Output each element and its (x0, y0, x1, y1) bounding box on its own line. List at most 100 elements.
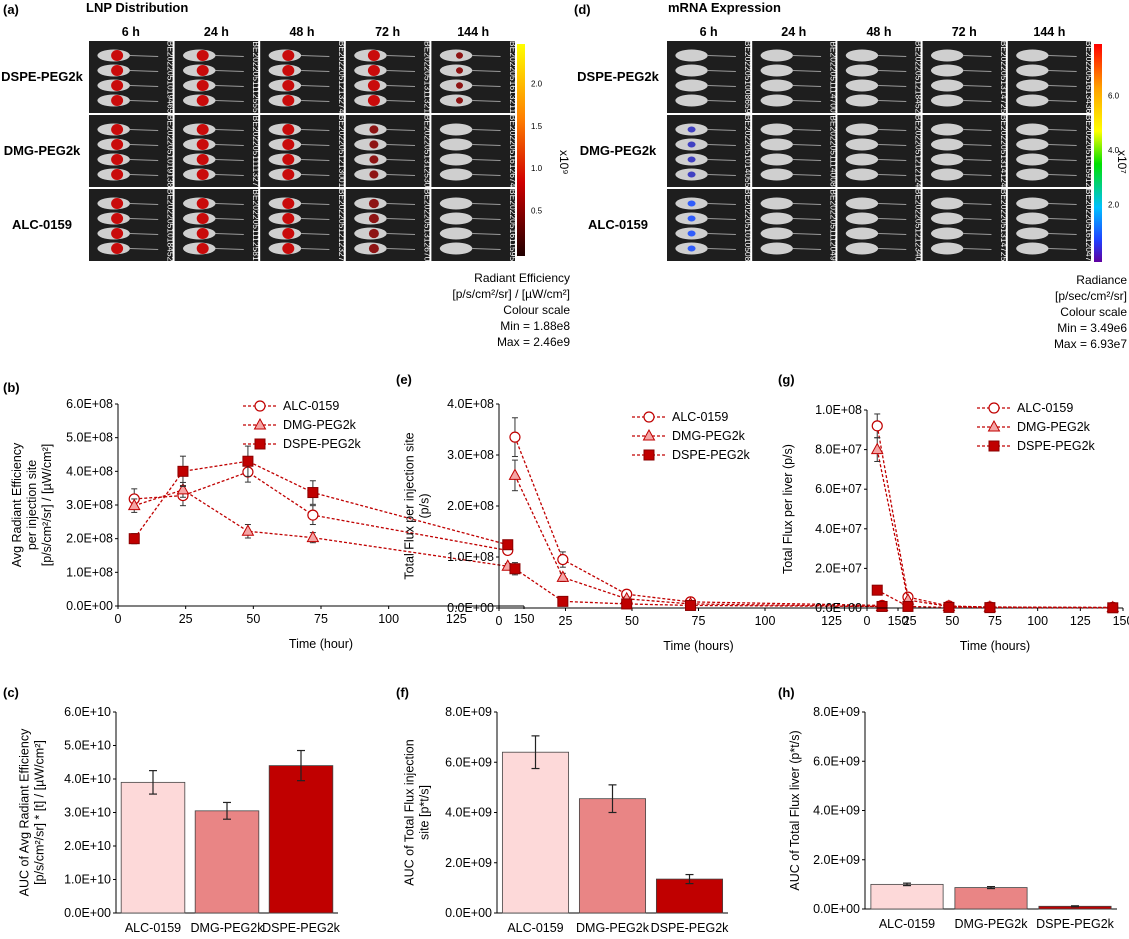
chart-f-bar-dspe-peg2k (655, 878, 724, 914)
chart-b-series-dmg-peg2k: DMG-PEG2k (127, 417, 515, 571)
d-image-id: BE2022051615912 (1084, 115, 1094, 188)
mouse-tail (792, 129, 822, 131)
mouse-tail (386, 218, 416, 220)
chart-g-legend-marker (988, 440, 1000, 452)
panel-a-colorbar (517, 44, 525, 256)
mouse-body (760, 197, 793, 210)
mouse-body (930, 153, 964, 166)
mouse-tail (878, 55, 907, 57)
chart-b-data-point (502, 539, 514, 551)
d-image-id: BE2022051010508 (743, 189, 753, 262)
d-image-id: BE2022051114008 (828, 115, 838, 187)
a-image-id: BE2022051213001 (337, 115, 347, 188)
chart-g-legend-marker (988, 402, 1000, 414)
chart-b-data-point (127, 498, 141, 511)
mouse-tail (472, 129, 501, 131)
mouse-tail (472, 159, 501, 161)
a-scale-text: [p/s/cm²/sr] / [µW/cm²] (452, 287, 570, 301)
signal-spot (196, 139, 209, 150)
mouse-body (1016, 197, 1049, 210)
mouse-tail (1048, 203, 1077, 205)
signal-spot (369, 155, 379, 164)
mouse-tail (301, 248, 330, 250)
chart-c-y-axis-label: [p/s/cm²/sr] * [t] / [µW/cm²] (33, 740, 47, 885)
mouse-body (845, 168, 879, 181)
mouse-body (930, 212, 964, 225)
signal-spot (196, 80, 209, 91)
chart-e-y-tick-label: 2.0E+08 (447, 499, 494, 513)
chart-b-x-tick-label: 150 (514, 612, 535, 626)
signal-spot (196, 95, 209, 106)
a-image-cell: BE2022051613211 (431, 41, 518, 113)
d-image-cell: BE2022051218452 (837, 41, 924, 114)
d-image-cell: BE2022051212340 (837, 189, 924, 262)
a-scale-text: Colour scale (503, 303, 570, 317)
chart-f-y-tick-label: 2.0E+09 (445, 856, 492, 870)
mouse-tail (707, 100, 736, 102)
a-image-id: BE2022051612674 (508, 115, 518, 188)
mouse-tail (963, 174, 992, 176)
a-column-header: 144 h (457, 25, 489, 39)
chart-f-y-axis-label: site [p*t/s] (418, 785, 432, 840)
mouse-body (845, 94, 879, 107)
mouse-tail (472, 70, 501, 72)
mouse-tail (878, 218, 907, 220)
mouse-tail (472, 144, 501, 146)
mouse-tail (472, 233, 501, 235)
signal-spot (368, 213, 379, 224)
a-colorbar-tick: 1.0 (531, 164, 543, 173)
mouse-body (760, 153, 793, 166)
signal-spot (282, 95, 295, 106)
chart-b-data-point (177, 465, 189, 477)
mouse-tail (792, 55, 822, 57)
mouse-tail (963, 144, 992, 146)
chart-e-data-point (557, 595, 569, 607)
signal-spot (111, 80, 124, 91)
mouse-tail (878, 233, 907, 235)
d-colorbar-tick: 2.0 (1108, 201, 1120, 210)
chart-b-y-tick-label: 5.0E+08 (66, 431, 113, 445)
mouse-body (760, 168, 793, 181)
chart-e-legend-label: ALC-0159 (672, 410, 728, 424)
mouse-tail (878, 144, 907, 146)
mouse-tail (707, 129, 736, 131)
mouse-body (930, 64, 964, 77)
mouse-tail (129, 248, 159, 250)
chart-c-category-label: DSPE-PEG2k (262, 921, 341, 935)
chart-e-data-point (556, 570, 570, 582)
a-image-cell: BE2022051018452 (89, 189, 176, 262)
signal-spot (687, 141, 696, 148)
chart-h-y-tick-label: 2.0E+09 (813, 853, 860, 867)
mouse-tail (301, 144, 330, 146)
mouse-tail (215, 174, 244, 176)
chart-g-x-tick-label: 125 (1070, 614, 1091, 628)
mouse-tail (963, 159, 992, 161)
mouse-tail (386, 203, 416, 205)
signal-spot (687, 215, 696, 222)
chart-g-legend-label: DMG-PEG2k (1017, 420, 1091, 434)
chart-b-data-point (128, 533, 140, 545)
mouse-tail (129, 129, 159, 131)
mouse-tail (792, 70, 822, 72)
chart-c-y-axis-label: AUC of Avg Radiant Efficiency (18, 728, 32, 896)
signal-spot (111, 228, 124, 239)
mouse-body (845, 197, 879, 210)
signal-spot (111, 139, 124, 150)
chart-b-y-tick-label: 6.0E+08 (66, 397, 113, 411)
chart-f-y-tick-label: 0.0E+00 (445, 906, 492, 920)
mouse-tail (963, 100, 992, 102)
chart-g-y-tick-label: 2.0E+07 (815, 561, 862, 575)
a-colorbar-tick: 0.5 (531, 207, 543, 216)
d-image-cell: BE2022051613436 (1007, 41, 1094, 114)
mouse-tail (386, 70, 416, 72)
signal-spot (196, 65, 209, 76)
chart-h-auc-flux-liver: 0.0E+00 2.0E+09 4.0E+09 6.0E+09 8.0E+09 AUC o… (788, 705, 1117, 931)
a-image-id: BE2022051312670 (422, 189, 432, 262)
signal-spot (196, 50, 209, 61)
mouse-body (845, 242, 879, 255)
chart-e-y-tick-label: 3.0E+08 (447, 448, 494, 462)
d-image-cell: BE2022051114008 (752, 115, 838, 187)
chart-b-y-tick-label: 2.0E+08 (66, 532, 113, 546)
d-column-header: 24 h (781, 25, 806, 39)
d-image-cell: BE2022051112049 (752, 189, 838, 261)
